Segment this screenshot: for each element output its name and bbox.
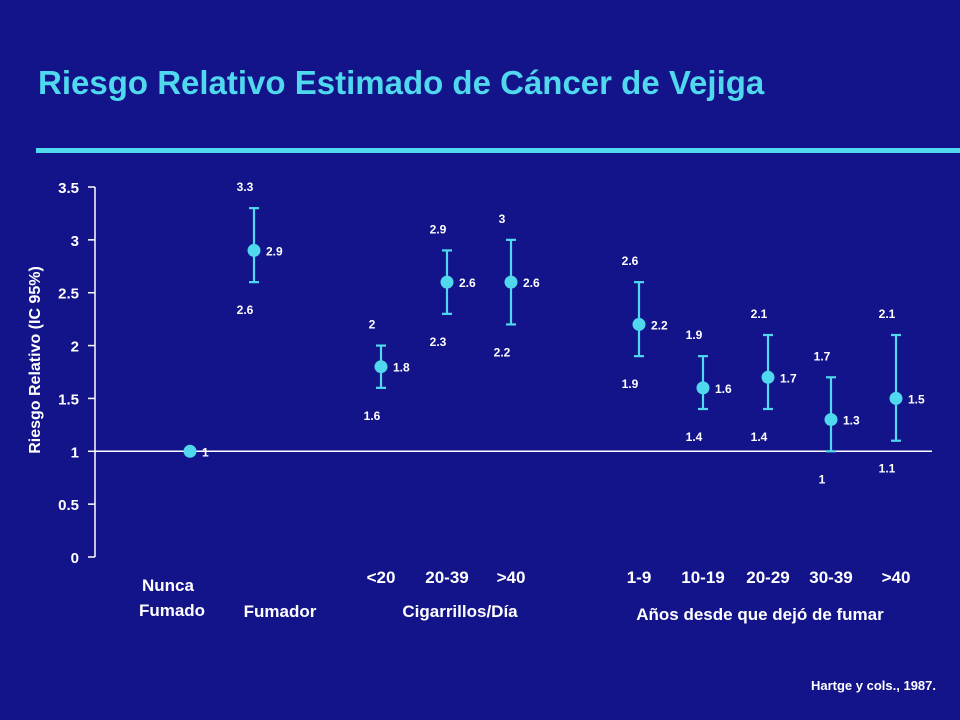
category-label: >40 [497,568,526,587]
data-point [440,275,454,289]
y-tick-label: 2.5 [58,286,79,303]
value-label: 2.6 [523,276,540,290]
lower-ci-label: 2.2 [494,345,511,359]
category-label: <20 [367,568,396,587]
data-point [824,413,838,427]
data-point [183,444,197,458]
lower-ci-label: 2.6 [237,303,254,317]
lower-ci-label: 1.4 [686,430,703,444]
data-point [374,360,388,374]
y-tick-label: 1.5 [58,391,79,408]
category-label: 20-29 [746,568,789,587]
category-label: 1-9 [627,568,652,587]
value-label: 2.2 [651,318,668,332]
upper-ci-label: 1.7 [814,349,831,363]
upper-ci-label: 2 [369,318,376,332]
value-label: 2.9 [266,244,283,258]
category-label: 20-39 [425,568,468,587]
upper-ci-label: 2.1 [879,307,896,321]
group-label-anos: Años desde que dejó de fumar [636,605,884,624]
upper-ci-label: 2.9 [430,222,447,236]
value-label: 1.8 [393,361,410,375]
value-label: 1.5 [908,392,925,406]
citation: Hartge y cols., 1987. [810,678,936,693]
data-point [696,381,710,395]
data-point [632,317,646,331]
group-label-nunca-line2: Fumado [138,601,206,620]
title-underline [36,148,960,153]
y-axis-label: Riesgo Relativo (IC 95%) [27,266,44,454]
slide-title: Riesgo Relativo Estimado de Cáncer de Ve… [38,64,765,101]
lower-ci-label: 2.3 [430,335,447,349]
y-tick-label: 3.5 [58,180,79,197]
data-point [761,370,775,384]
category-label: >40 [882,568,911,587]
lower-ci-label: 1.4 [751,430,768,444]
group-label-cigarrillos: Cigarrillos/Día [402,602,518,621]
upper-ci-label: 3 [499,212,506,226]
upper-ci-label: 1.9 [686,328,703,342]
value-label: 2.6 [459,276,476,290]
data-point [247,243,261,257]
data-point [889,391,903,405]
y-tick-label: 3 [71,233,79,250]
group-label-nunca-line1: Nunca [142,576,194,595]
category-label: 30-39 [809,568,852,587]
lower-ci-label: 1.6 [364,409,381,423]
lower-ci-label: 1.1 [879,462,896,476]
y-tick-label: 0 [71,550,79,567]
y-tick-label: 2 [71,339,79,356]
value-label: 1.7 [780,371,797,385]
data-point [504,275,518,289]
upper-ci-label: 2.1 [751,307,768,321]
lower-ci-label: 1.9 [622,377,639,391]
y-tick-label: 0.5 [58,497,79,514]
category-label: 10-19 [681,568,724,587]
group-label-fumador: Fumador [243,602,317,621]
upper-ci-label: 3.3 [237,180,254,194]
value-label: 1 [202,445,209,459]
y-tick-label: 1 [71,444,79,461]
lower-ci-label: 1 [819,472,826,486]
value-label: 1.6 [715,382,732,396]
upper-ci-label: 2.6 [622,254,639,268]
value-label: 1.3 [843,414,860,428]
